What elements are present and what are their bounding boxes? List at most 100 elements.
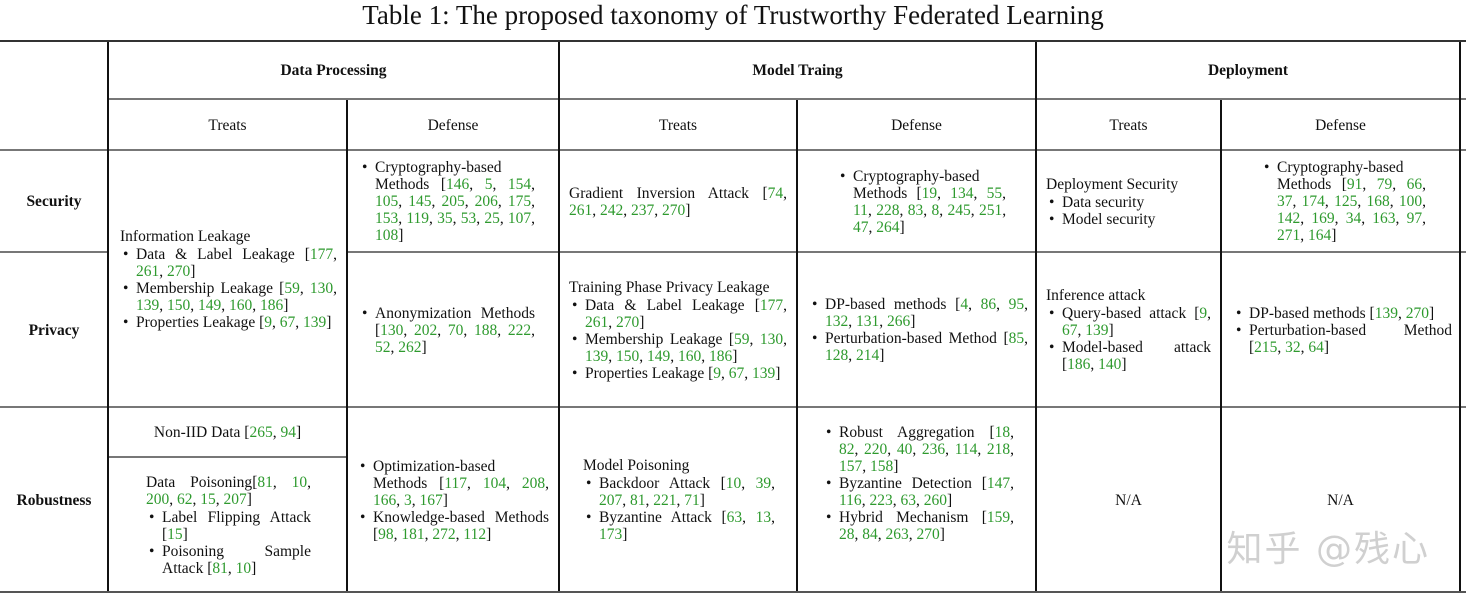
citation: 228: [876, 201, 900, 219]
subheader-treats: Treats: [208, 116, 247, 134]
citation: 202: [414, 321, 438, 339]
citation: 272: [432, 525, 456, 543]
citation: 150: [616, 347, 640, 365]
list-item: Label Flipping Attack [15]: [149, 509, 311, 543]
citation: 207: [599, 492, 623, 509]
citation: 67: [1062, 322, 1078, 339]
citation: 147: [986, 475, 1011, 492]
citation: 168: [1366, 193, 1390, 210]
col-rule: [346, 100, 348, 591]
group-header-data-processing: Data Processing: [280, 62, 387, 79]
citation: 125: [1334, 193, 1358, 210]
not-applicable: N/A: [1327, 491, 1354, 509]
cell-heading: Deployment Security: [1046, 175, 1179, 193]
cell-dp-treats-robustness-noniid: Non-IID Data [265, 94]: [108, 408, 347, 457]
cell-mt-defense-robustness: Robust Aggregation [18, 82, 220, 40, 236…: [797, 408, 1036, 592]
bullet-list: Data securityModel security: [1046, 194, 1211, 228]
bullet-list: Backdoor Attack [10, 39, 207, 81, 221, 7…: [583, 475, 775, 543]
citation: 207: [223, 490, 247, 508]
cell-dp-defense-privacy: Anonymization Methods [130, 202, 70, 188…: [347, 253, 559, 407]
cell-dp-treats-robustness-poisoning: Data Poisoning[81, 10, 200, 62, 15, 207]…: [108, 458, 347, 592]
citation: 264: [876, 218, 900, 236]
citation: 200: [146, 490, 170, 508]
citation: 167: [419, 491, 443, 509]
citation: 139: [1085, 322, 1109, 339]
citation: 169: [1311, 210, 1335, 227]
citation: 119: [406, 210, 430, 227]
citation: 157: [839, 458, 863, 475]
list-item: DP-based methods [4, 86, 95, 132, 131, 2…: [812, 296, 1028, 330]
list-item: Membership Leakage [59, 130, 139, 150, 1…: [572, 330, 787, 365]
citation: 261: [136, 262, 160, 280]
citation: 139: [1374, 304, 1398, 322]
citation: 271: [1277, 227, 1301, 244]
citation: 215: [1254, 338, 1278, 356]
citation: 270: [916, 526, 940, 543]
rule: [0, 251, 108, 253]
citation: 59: [734, 330, 750, 348]
citation: 186: [1067, 356, 1091, 373]
bullet-list: Query-based attack [9, 67, 139]Model-bas…: [1046, 305, 1211, 373]
citation: 86: [980, 296, 997, 313]
citation: 245: [947, 201, 971, 219]
citation: 85: [1008, 330, 1025, 347]
citation: 114: [954, 441, 978, 458]
subheader-treats: Treats: [658, 116, 698, 134]
citation: 10: [725, 475, 742, 492]
cell-dp-defense-security: Cryptography-based Methods [146, 5, 154,…: [347, 151, 559, 252]
citation: 34: [1345, 210, 1362, 227]
col-rule: [796, 100, 798, 591]
citation: 177: [759, 296, 784, 314]
list-item: Properties Leakage [9, 67, 139]: [572, 365, 787, 382]
citation: 140: [1098, 356, 1122, 373]
list-item: Poisoning Sample Attack [81, 10]: [149, 543, 311, 577]
citation: 107: [507, 210, 532, 227]
list-item: Robust Aggregation [18, 82, 220, 40, 236…: [826, 424, 1014, 475]
citation: 130: [309, 279, 334, 297]
subheader-defense: Defense: [1315, 116, 1366, 134]
citation: 164: [1308, 227, 1332, 244]
cell-text: Gradient Inversion Attack [74, 261, 242,…: [569, 184, 787, 219]
citation: 205: [441, 193, 465, 210]
citation: 95: [1008, 296, 1025, 313]
citation: 163: [1372, 210, 1396, 227]
citation: 208: [521, 474, 546, 492]
citation: 70: [447, 321, 464, 339]
cell-heading: Information Leakage: [120, 227, 251, 245]
list-item: Backdoor Attack [10, 39, 207, 81, 221, 7…: [586, 475, 775, 509]
cell-dep-treats-privacy: Inference attackQuery-based attack [9, 6…: [1036, 253, 1221, 407]
bullet-list: Cryptography-based Methods [19, 134, 55,…: [837, 168, 1006, 236]
citation: 13: [755, 509, 772, 526]
list-item: Membership Leakage [59, 130, 139, 150, 1…: [123, 279, 337, 314]
citation: 160: [678, 347, 702, 365]
group-header-model-training: Model Traing: [752, 62, 843, 79]
citation: 236: [921, 441, 946, 458]
citation: 150: [167, 296, 191, 314]
citation: 62: [177, 490, 193, 508]
bullet-list: Label Flipping Attack [15]Poisoning Samp…: [146, 509, 311, 577]
citation: 139: [303, 313, 327, 331]
citation: 130: [759, 330, 784, 348]
not-applicable: N/A: [1115, 491, 1142, 509]
list-item: Data & Label Leakage [177, 261, 270]: [572, 296, 787, 331]
citation: 63: [900, 492, 916, 509]
citation: 81: [257, 473, 273, 491]
col-rule: [558, 42, 560, 591]
citation: 64: [1308, 338, 1324, 356]
citation: 177: [309, 245, 334, 263]
col-rule: [1220, 100, 1222, 591]
cell-dep-treats-robustness: N/A: [1036, 408, 1221, 592]
citation: 218: [986, 441, 1011, 458]
citation: 4: [960, 296, 969, 313]
cell-text: Non-IID Data [265, 94]: [153, 424, 302, 441]
citation: 175: [507, 193, 532, 210]
citation: 94: [280, 424, 296, 441]
citation: 261: [585, 313, 609, 331]
citation: 108: [375, 227, 399, 244]
citation: 18: [994, 424, 1011, 441]
citation: 5: [484, 176, 493, 193]
citation: 66: [1406, 176, 1423, 193]
list-item: Model-based attack [186, 140]: [1049, 339, 1211, 373]
citation: 3: [404, 491, 412, 509]
citation: 97: [1406, 210, 1423, 227]
